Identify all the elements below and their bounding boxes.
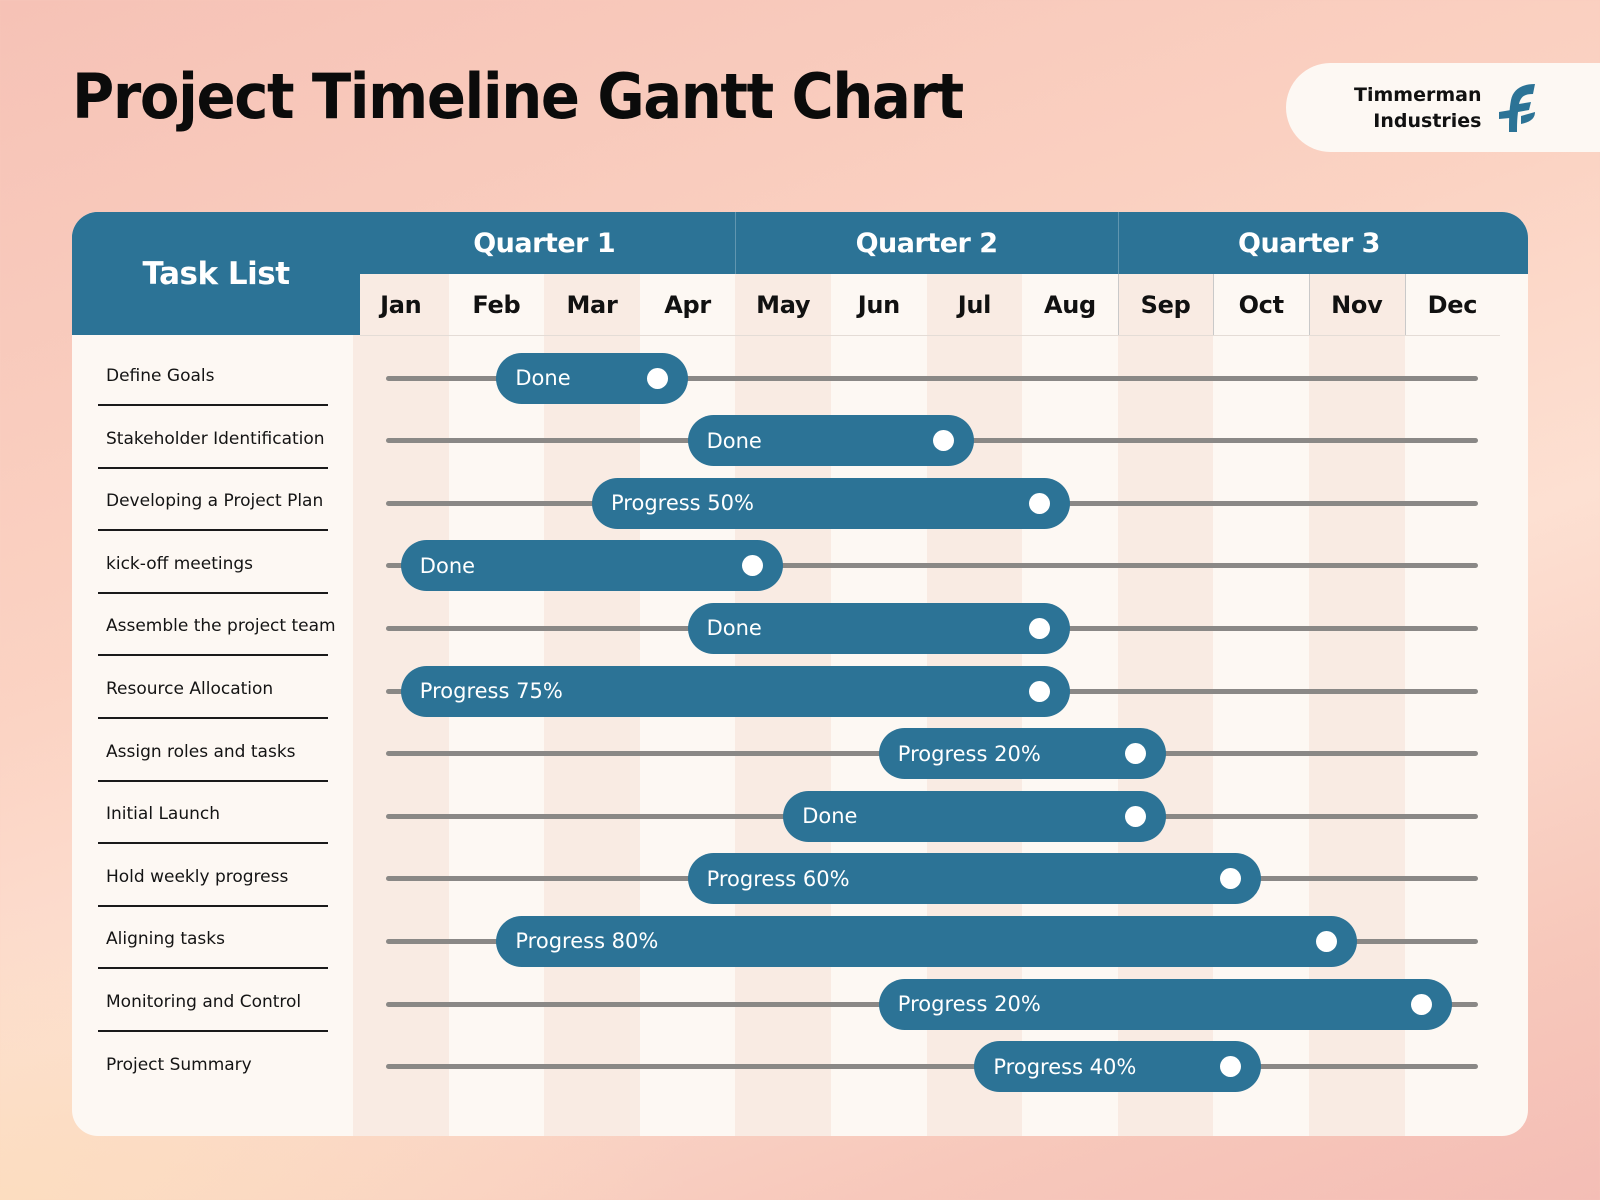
task-bar[interactable]: Progress 75% [400, 665, 1070, 717]
bar-end-handle-icon[interactable] [1029, 492, 1050, 514]
task-status-label: Done [802, 804, 858, 829]
task-bar[interactable]: Done [496, 352, 688, 404]
timeline-track [386, 1064, 1478, 1070]
task-bar[interactable]: Done [687, 602, 1070, 654]
bar-end-handle-icon[interactable] [1124, 743, 1146, 765]
month-label-may: May [756, 290, 811, 319]
task-name: Define Goals [106, 366, 215, 386]
task-row-divider [98, 779, 328, 782]
month-label-mar: Mar [566, 290, 618, 319]
month-label-jul: Jul [957, 290, 992, 319]
task-row-divider [98, 967, 328, 970]
quarter-divider [1117, 212, 1119, 274]
month-label-jan: Jan [380, 290, 422, 319]
bar-end-handle-icon[interactable] [1315, 930, 1337, 952]
task-status-label: Progress 20% [897, 992, 1041, 1016]
task-row-divider [98, 717, 328, 719]
task-bar[interactable]: Progress 20% [878, 728, 1166, 780]
month-label-sep: Sep [1140, 290, 1191, 319]
bar-end-handle-icon[interactable] [1028, 680, 1050, 702]
task-bar[interactable]: Progress 40% [974, 1041, 1262, 1093]
task-name: Resource Allocation [106, 679, 274, 699]
gantt-card: Jan Feb Mar Apr May Jun Jul Aug Sep Oct Nov Dec Quar… [72, 212, 1528, 1136]
task-name: Developing a Project Plan [106, 491, 324, 512]
timeline-track [386, 563, 1478, 569]
quarter-header-1: Quarter 1 [473, 227, 616, 259]
header-divider [360, 335, 1500, 336]
month-label-nov: Nov [1331, 290, 1383, 319]
task-name: kick-off meetings [106, 553, 254, 574]
task-status-label: Done [419, 553, 476, 578]
task-status-label: Done [706, 616, 762, 641]
month-separator [1404, 274, 1406, 335]
task-status-label: Progress 20% [897, 741, 1041, 766]
month-label-dec: Dec [1427, 290, 1478, 319]
bar-end-handle-icon[interactable] [1220, 1056, 1242, 1078]
task-bar[interactable]: Done [400, 540, 784, 592]
task-name: Assign roles and tasks [106, 741, 296, 762]
task-row-divider [98, 842, 328, 845]
bar-end-handle-icon[interactable] [1028, 617, 1050, 639]
task-row-divider [98, 466, 328, 469]
task-name: Project Summary [106, 1054, 252, 1075]
bar-end-handle-icon[interactable] [742, 555, 764, 577]
task-name: Assemble the project team [106, 616, 336, 637]
quarter-header-3: Quarter 3 [1238, 227, 1380, 259]
month-label-aug: Aug [1044, 290, 1096, 319]
task-row-divider [98, 904, 328, 907]
task-row-divider [98, 1030, 328, 1032]
quarter-divider [735, 212, 737, 274]
task-bar[interactable]: Progress 80% [496, 915, 1357, 967]
task-status-label: Progress 40% [993, 1054, 1137, 1079]
task-status-label: Done [706, 428, 762, 453]
task-row-divider [98, 529, 328, 532]
month-separator [1213, 274, 1215, 335]
task-bar[interactable]: Done [687, 415, 975, 467]
month-label-apr: Apr [664, 290, 711, 319]
brand-badge: Timmerman Industries [1286, 63, 1600, 152]
task-name: Initial Launch [106, 804, 221, 825]
task-bar[interactable]: Progress 50% [592, 477, 1070, 529]
brand-name: Timmerman Industries [1354, 82, 1481, 134]
task-row-divider [98, 591, 328, 594]
month-label-oct: Oct [1238, 290, 1285, 319]
bar-end-handle-icon[interactable] [1220, 868, 1242, 890]
task-status-label: Progress 75% [419, 679, 563, 703]
brand-name-line2: Industries [1373, 109, 1482, 132]
timeline-track [386, 375, 1478, 381]
task-bar[interactable]: Progress 20% [878, 978, 1453, 1030]
bar-end-handle-icon[interactable] [933, 430, 955, 452]
task-name: Aligning tasks [106, 929, 225, 950]
month-label-jun: Jun [857, 290, 901, 319]
bar-end-handle-icon[interactable] [1411, 993, 1433, 1015]
month-separator [1309, 274, 1310, 335]
quarter-header-2: Quarter 2 [855, 227, 998, 259]
task-status-label: Done [515, 366, 571, 390]
task-status-label: Progress 80% [515, 929, 659, 954]
month-label-feb: Feb [472, 290, 521, 319]
task-list-header: Task List [72, 212, 360, 335]
task-status-label: Progress 50% [611, 491, 754, 516]
task-row-divider [98, 404, 328, 406]
task-bar[interactable]: Progress 60% [687, 853, 1262, 905]
month-separator [1117, 274, 1119, 335]
task-name: Hold weekly progress [106, 866, 289, 887]
task-bar[interactable]: Done [783, 790, 1166, 842]
task-row-divider [98, 654, 328, 657]
task-status-label: Progress 60% [706, 866, 850, 891]
task-name: Monitoring and Control [106, 992, 302, 1012]
bar-end-handle-icon[interactable] [646, 367, 668, 389]
bar-end-handle-icon[interactable] [1124, 805, 1146, 827]
task-name: Stakeholder Identification [106, 428, 325, 449]
stylized-f-logo-icon [1499, 83, 1536, 132]
page-title: Project Timeline Gantt Chart [72, 60, 964, 133]
brand-name-line1: Timmerman [1354, 83, 1482, 106]
